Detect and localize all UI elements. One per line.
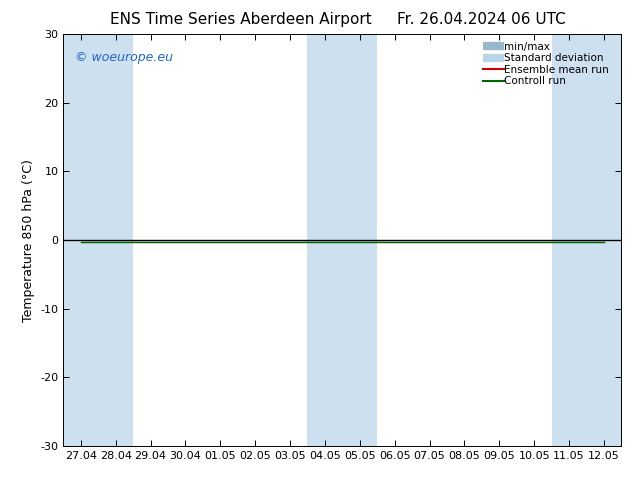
Text: ENS Time Series Aberdeen Airport: ENS Time Series Aberdeen Airport [110, 12, 372, 27]
Y-axis label: Temperature 850 hPa (°C): Temperature 850 hPa (°C) [22, 159, 35, 321]
Bar [307, 34, 342, 446]
Bar [586, 34, 621, 446]
Text: © woeurope.eu: © woeurope.eu [75, 51, 172, 64]
Bar [342, 34, 377, 446]
Legend: min/max, Standard deviation, Ensemble mean run, Controll run: min/max, Standard deviation, Ensemble me… [481, 40, 616, 88]
Bar [552, 34, 586, 446]
Text: Fr. 26.04.2024 06 UTC: Fr. 26.04.2024 06 UTC [398, 12, 566, 27]
Bar [63, 34, 98, 446]
Bar [98, 34, 133, 446]
